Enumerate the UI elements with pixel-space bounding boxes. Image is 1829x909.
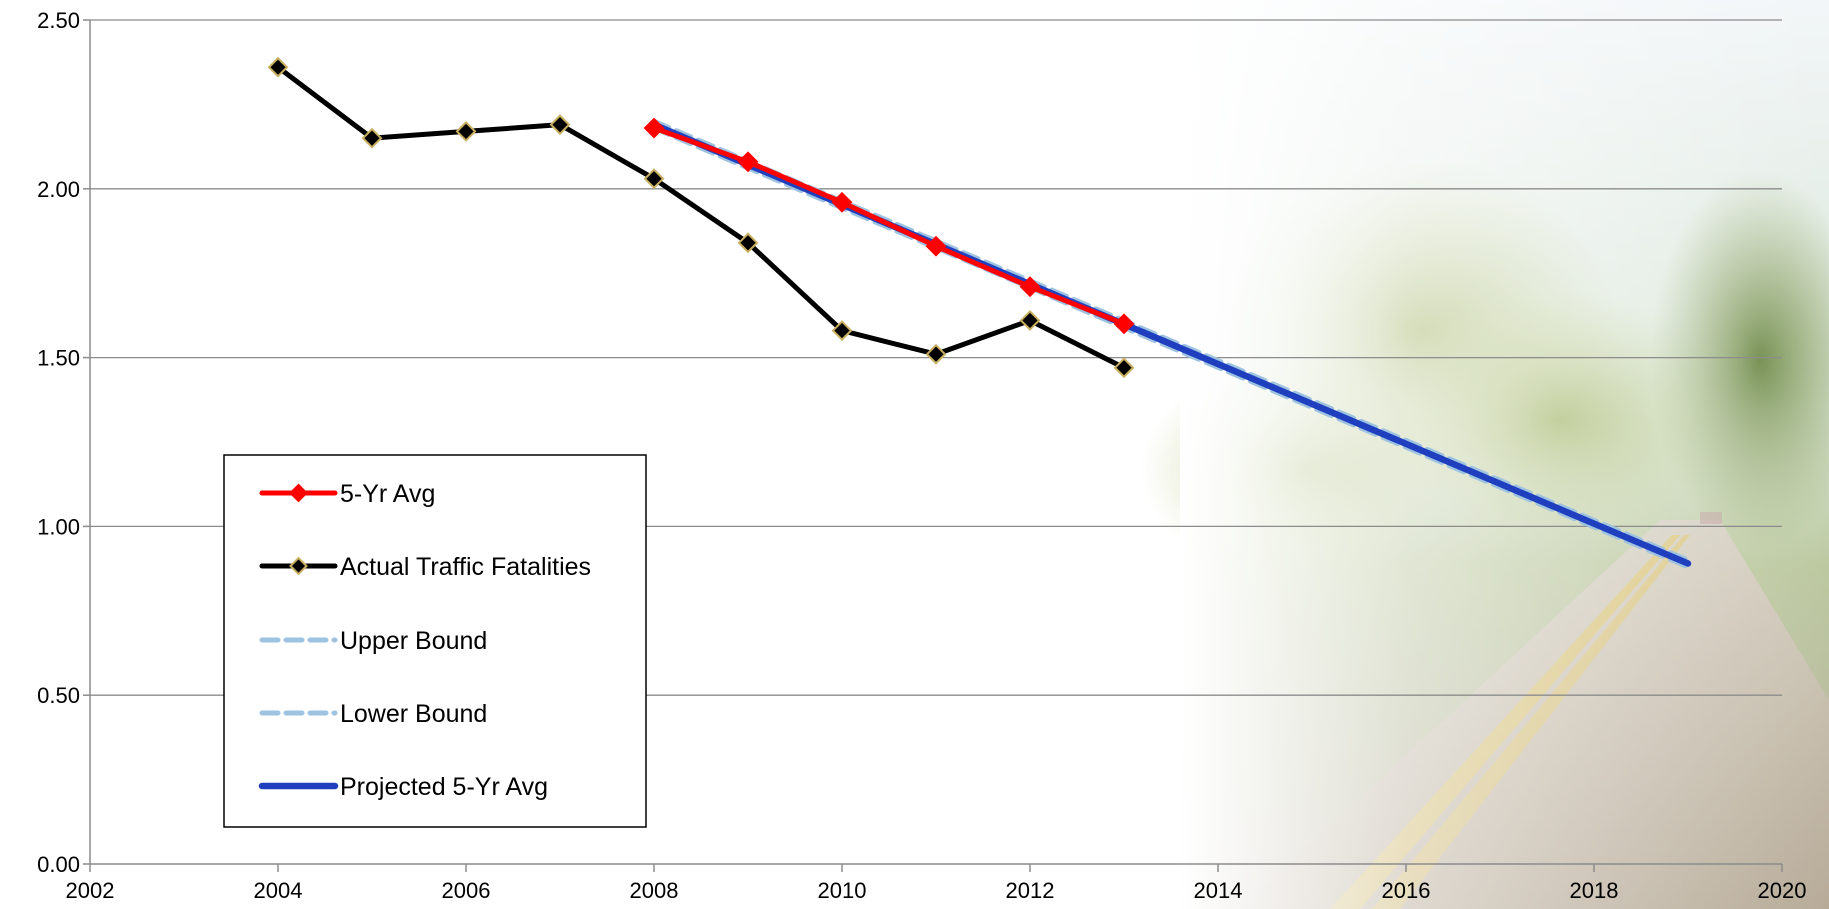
- data-point-5-yr-avg: [737, 151, 759, 173]
- legend-marker-actual-traffic-fatalities: [289, 556, 308, 576]
- legend-label-projected-5-yr-avg: Projected 5-Yr Avg: [340, 773, 548, 801]
- x-tick-label: 2010: [818, 878, 867, 903]
- y-tick-label: 1.00: [37, 514, 80, 539]
- data-point-5-yr-avg: [831, 191, 853, 213]
- x-tick-label: 2018: [1570, 878, 1619, 903]
- background-road-photo: [1140, 0, 1829, 909]
- data-point-actual-traffic-fatalities: [831, 320, 853, 342]
- legend-label-upper-bound: Upper Bound: [340, 627, 487, 655]
- x-tick-label: 2002: [66, 878, 115, 903]
- x-tick-label: 2008: [630, 878, 679, 903]
- series-markers: [267, 56, 1135, 379]
- x-tick-label: 2016: [1382, 878, 1431, 903]
- legend-label-5-yr-avg: 5-Yr Avg: [340, 480, 435, 508]
- y-tick-label: 0.50: [37, 683, 80, 708]
- series-line-5-yr-avg: [651, 125, 1127, 327]
- data-point-actual-traffic-fatalities: [1113, 357, 1135, 379]
- data-point-actual-traffic-fatalities: [925, 343, 947, 365]
- series-lines: [275, 64, 1692, 570]
- x-tick-label: 2020: [1758, 878, 1807, 903]
- data-point-actual-traffic-fatalities: [737, 232, 759, 254]
- y-tick-label: 2.00: [37, 177, 80, 202]
- data-point-actual-traffic-fatalities: [455, 120, 477, 142]
- y-tick-label: 0.00: [37, 852, 80, 877]
- x-tick-label: 2012: [1006, 878, 1055, 903]
- legend-label-lower-bound: Lower Bound: [340, 700, 487, 728]
- data-point-actual-traffic-fatalities: [361, 127, 383, 149]
- series-line-actual-traffic-fatalities: [275, 64, 1127, 371]
- data-point-5-yr-avg: [1113, 313, 1135, 335]
- data-point-5-yr-avg: [925, 235, 947, 257]
- legend-marker-5-yr-avg: [289, 483, 308, 503]
- data-point-actual-traffic-fatalities: [549, 114, 571, 136]
- axes: [83, 19, 1783, 872]
- x-tick-label: 2006: [442, 878, 491, 903]
- data-point-5-yr-avg: [1019, 276, 1041, 298]
- y-tick-label: 1.50: [37, 346, 80, 371]
- legend-label-actual-traffic-fatalities: Actual Traffic Fatalities: [340, 553, 591, 581]
- data-point-actual-traffic-fatalities: [1019, 310, 1041, 331]
- legend: 5-Yr Avg Actual Traffic Fatalities Upper B…: [223, 454, 647, 828]
- data-point-actual-traffic-fatalities: [267, 56, 289, 78]
- data-point-actual-traffic-fatalities: [643, 168, 665, 190]
- y-tick-label: 2.50: [37, 8, 80, 33]
- tick-labels: 0.00 0.50 1.00 1.50 2.00 2.50 2002 2004 2006 2008…: [37, 8, 1806, 903]
- x-tick-label: 2014: [1194, 878, 1243, 903]
- x-tick-label: 2004: [254, 878, 303, 903]
- data-point-5-yr-avg: [643, 117, 665, 139]
